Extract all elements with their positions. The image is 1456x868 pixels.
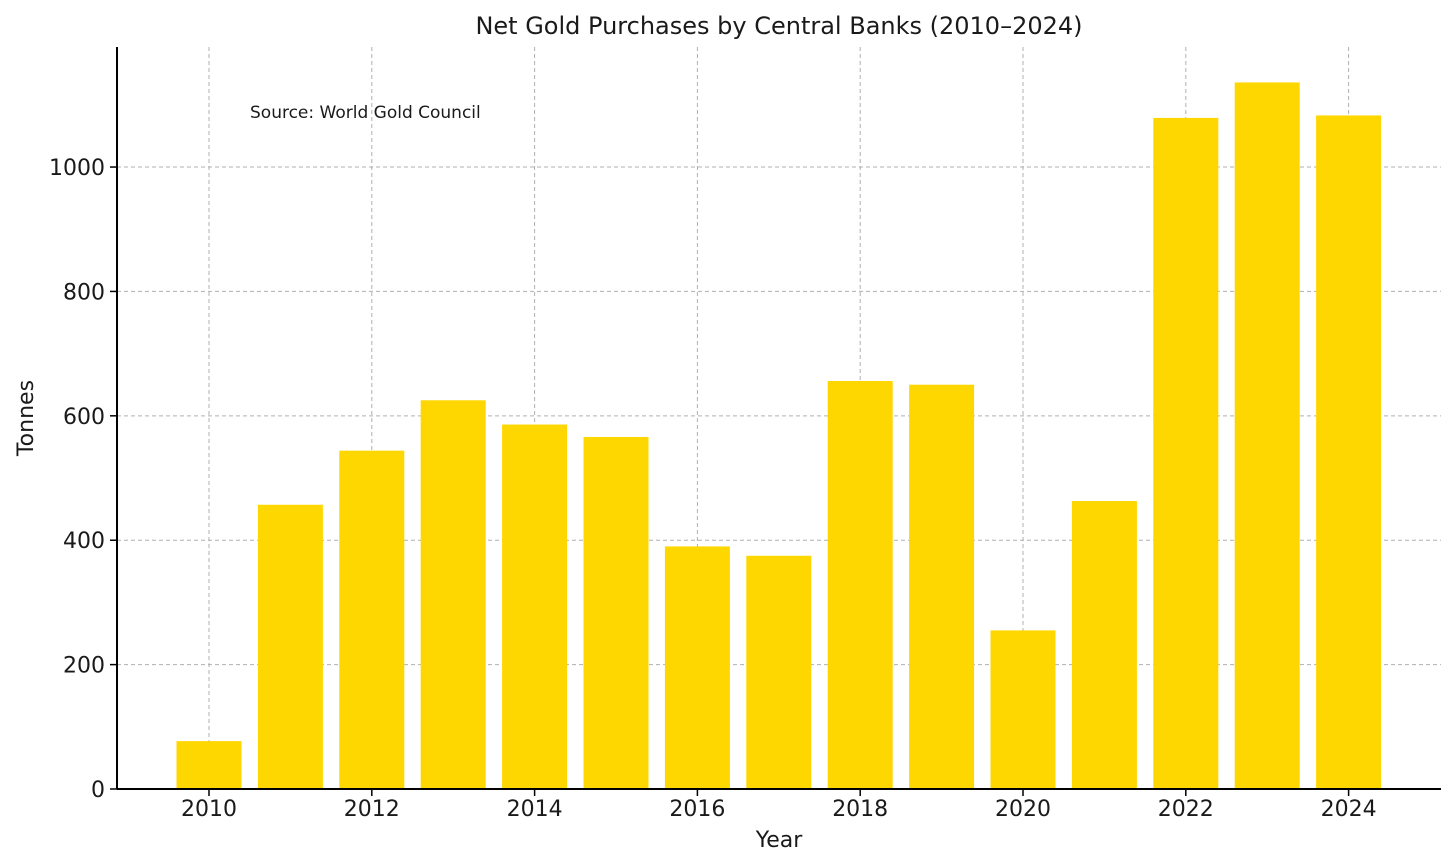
bar-2014 — [502, 424, 568, 789]
ticks: 2010 2012 2014 2016 2018 2020 2022 2024 0 200 400 6… — [49, 156, 1377, 822]
x-tick-label: 2016 — [669, 797, 725, 822]
y-tick-label: 0 — [91, 778, 105, 803]
bar-2011 — [257, 504, 323, 789]
x-tick-label: 2010 — [181, 797, 237, 822]
bar-2023 — [1234, 82, 1300, 790]
bar-2013 — [420, 400, 486, 789]
y-tick-label: 1000 — [49, 156, 105, 181]
bar-2016 — [664, 546, 730, 789]
bars — [176, 82, 1382, 790]
x-tick-label: 2014 — [507, 797, 563, 822]
bar-2024 — [1316, 115, 1382, 789]
bar-2021 — [1071, 501, 1137, 789]
bar-2022 — [1153, 117, 1219, 789]
bar-2017 — [746, 555, 812, 789]
x-tick-label: 2012 — [344, 797, 400, 822]
x-tick-label: 2020 — [995, 797, 1051, 822]
bar-2018 — [827, 380, 893, 789]
bar-2012 — [339, 450, 405, 789]
y-axis-label: Tonnes — [14, 380, 39, 457]
bar-2015 — [583, 436, 649, 789]
x-tick-label: 2022 — [1158, 797, 1214, 822]
y-tick-label: 600 — [63, 405, 105, 430]
y-tick-label: 400 — [63, 529, 105, 554]
x-tick-label: 2024 — [1321, 797, 1377, 822]
x-axis-label: Year — [755, 828, 804, 853]
bar-2010 — [176, 741, 242, 789]
x-tick-label: 2018 — [832, 797, 888, 822]
y-tick-label: 800 — [63, 280, 105, 305]
bar-2020 — [990, 630, 1056, 789]
chart-title: Net Gold Purchases by Central Banks (201… — [475, 12, 1082, 40]
source-annotation: Source: World Gold Council — [250, 103, 481, 123]
y-tick-label: 200 — [63, 654, 105, 679]
bar-2019 — [909, 384, 975, 789]
